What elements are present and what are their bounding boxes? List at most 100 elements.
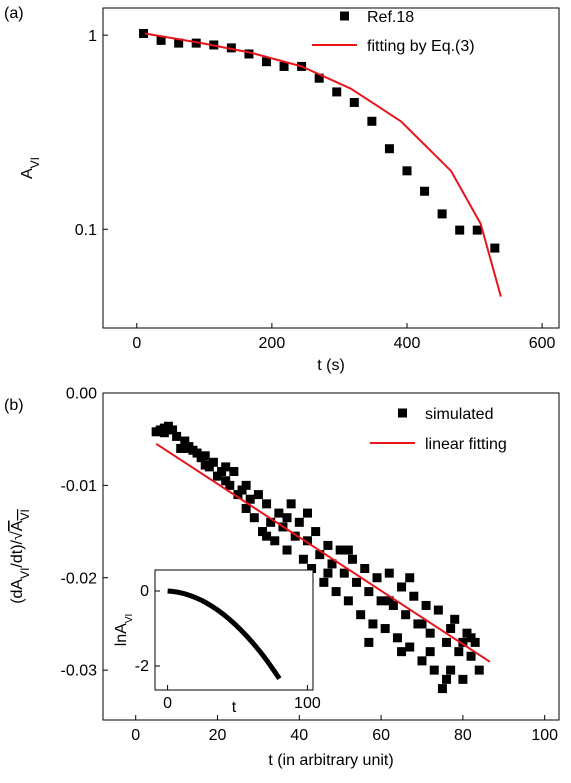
marker	[302, 536, 312, 546]
marker	[470, 637, 480, 647]
marker	[343, 545, 353, 555]
marker	[392, 633, 402, 643]
marker	[241, 503, 251, 513]
marker	[332, 87, 342, 97]
marker	[372, 573, 382, 583]
marker	[474, 665, 484, 675]
marker	[314, 73, 324, 83]
marker	[349, 97, 359, 107]
marker	[319, 577, 329, 587]
marker	[200, 460, 210, 470]
y-tick-label: -2	[135, 658, 149, 675]
marker	[225, 480, 235, 490]
marker	[425, 628, 435, 638]
legend-marker	[398, 408, 407, 418]
marker	[213, 471, 223, 481]
y-tick-label: -0.03	[61, 663, 98, 680]
marker	[266, 517, 276, 527]
y-tick-label: -0.02	[61, 570, 98, 587]
y-tick-label: 0	[140, 583, 149, 600]
y-axis-label-part: lnA	[113, 623, 130, 646]
marker	[466, 633, 476, 643]
y-tick-label: 0.1	[75, 222, 97, 239]
marker	[450, 614, 460, 624]
marker	[249, 513, 259, 523]
plot-frame	[102, 7, 560, 329]
fit-line	[155, 442, 491, 663]
y-tick-label: 1	[88, 28, 97, 45]
marker	[402, 166, 412, 176]
fit-line	[144, 32, 502, 297]
x-tick-label: 40	[290, 727, 308, 744]
marker	[462, 628, 472, 638]
marker	[356, 610, 366, 620]
marker	[226, 43, 236, 53]
marker	[159, 428, 169, 438]
marker	[397, 582, 407, 592]
x-axis-label: t	[232, 699, 237, 716]
marker	[405, 642, 415, 652]
marker	[405, 573, 415, 583]
marker	[172, 431, 182, 441]
y-axis-label-part: A	[19, 168, 36, 179]
marker	[417, 656, 427, 666]
marker	[367, 116, 377, 126]
marker	[384, 144, 394, 154]
x-axis-label: t (in arbitrary unit)	[268, 752, 393, 769]
x-tick-label: 100	[531, 727, 558, 744]
marker	[174, 38, 184, 48]
legend-label: linear fitting	[425, 436, 507, 453]
marker	[323, 568, 333, 578]
marker	[421, 600, 431, 610]
marker	[442, 674, 452, 684]
marker	[425, 647, 435, 657]
legend-label: simulated	[425, 406, 493, 423]
x-tick-label: 100	[294, 695, 321, 712]
plot-area	[103, 8, 559, 328]
marker	[388, 600, 398, 610]
panel-label: (b)	[4, 397, 24, 414]
marker	[261, 57, 271, 67]
marker	[454, 647, 464, 657]
marker	[409, 591, 419, 601]
panel-label: (a)	[4, 5, 24, 22]
marker	[437, 209, 447, 219]
marker	[364, 637, 374, 647]
x-tick-label: 80	[454, 727, 472, 744]
y-axis-label-part: (dA	[9, 579, 26, 604]
marker	[257, 527, 267, 537]
marker	[139, 28, 149, 38]
legend-marker	[340, 11, 349, 21]
marker	[229, 467, 239, 477]
marker	[270, 536, 280, 546]
marker	[302, 508, 312, 518]
x-tick-label: 20	[209, 727, 227, 744]
y-axis-label-part: VI	[124, 614, 135, 623]
marker	[244, 49, 254, 59]
marker	[262, 499, 272, 509]
marker	[455, 225, 465, 235]
marker	[241, 480, 251, 490]
marker	[458, 674, 468, 684]
marker	[472, 225, 482, 235]
marker	[339, 568, 349, 578]
marker	[331, 587, 341, 597]
marker	[156, 35, 166, 45]
marker	[307, 564, 317, 574]
x-tick-label: 0	[131, 727, 140, 744]
marker	[417, 619, 427, 629]
marker	[490, 243, 500, 253]
marker	[401, 610, 411, 620]
y-axis-label-part: A	[9, 520, 26, 531]
marker	[466, 651, 476, 661]
y-axis-label-part: VI	[18, 509, 32, 520]
y-axis-label: lnAVI	[113, 614, 135, 647]
marker	[245, 494, 255, 504]
marker	[200, 451, 210, 461]
marker	[343, 596, 353, 606]
marker	[279, 61, 289, 71]
marker	[384, 596, 394, 606]
marker	[180, 436, 190, 446]
marker	[168, 425, 178, 435]
